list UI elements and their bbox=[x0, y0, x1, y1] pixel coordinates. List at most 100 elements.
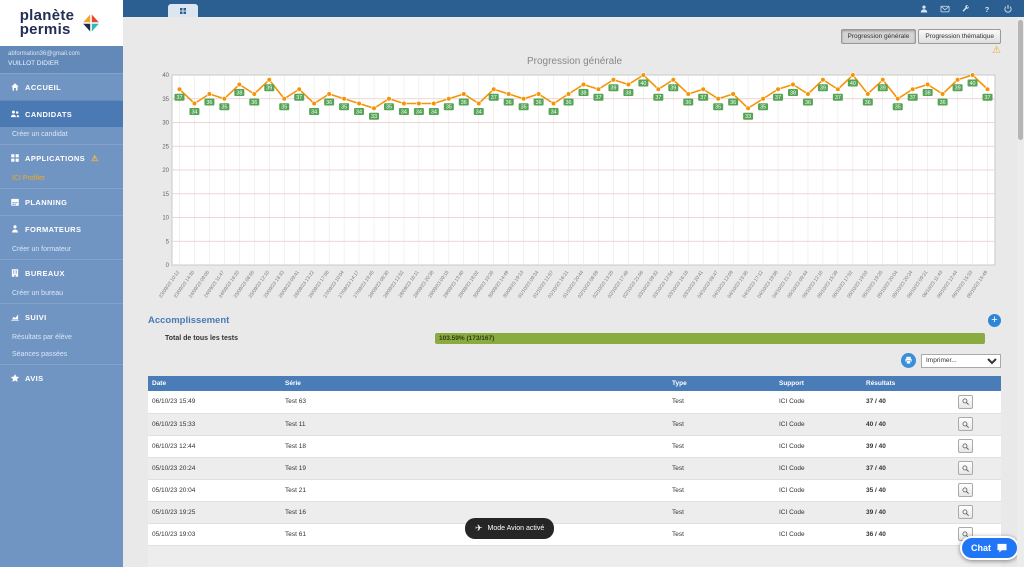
warning-row: ⚠ bbox=[148, 45, 1001, 56]
user-name: VUILLOT DIDIER bbox=[8, 60, 59, 67]
person-icon[interactable] bbox=[913, 0, 934, 17]
progression-thematique-button[interactable]: Progression thématique bbox=[918, 29, 1001, 44]
cell-date: 06/10/23 15:49 bbox=[148, 391, 281, 414]
sidebar-item-accueil[interactable]: ACCUEIL bbox=[0, 73, 123, 100]
help-icon[interactable]: ? bbox=[976, 0, 997, 17]
magnifier-icon bbox=[961, 508, 970, 517]
svg-text:37: 37 bbox=[595, 95, 601, 101]
page-scrollbar[interactable] bbox=[1017, 17, 1024, 567]
progress-fill: 103.59% (173/167) bbox=[435, 333, 985, 344]
cell-result: 35 / 40 bbox=[862, 479, 954, 502]
svg-text:37: 37 bbox=[985, 95, 991, 101]
svg-text:36: 36 bbox=[865, 100, 871, 106]
sidebar-item-suivi[interactable]: SUIVI bbox=[0, 303, 123, 330]
sidebar-subitem-ici-profiler[interactable]: ICI Profiler bbox=[12, 175, 46, 182]
cell-result: 40 / 40 bbox=[862, 413, 954, 436]
svg-text:35: 35 bbox=[715, 105, 721, 111]
magnifier-icon bbox=[961, 486, 970, 495]
chat-widget[interactable]: Chat bbox=[960, 536, 1019, 560]
sidebar-item-bureaux[interactable]: BUREAUX bbox=[0, 259, 123, 286]
cell-result: 37 / 40 bbox=[862, 391, 954, 414]
row-detail-button[interactable] bbox=[958, 461, 973, 475]
svg-text:36: 36 bbox=[730, 100, 736, 106]
svg-text:36: 36 bbox=[805, 100, 811, 106]
svg-text:40: 40 bbox=[640, 81, 646, 87]
svg-text:34: 34 bbox=[551, 109, 557, 115]
view-toggle: Progression générale Progression thémati… bbox=[148, 29, 1001, 44]
sidebar-subitem-creer-un-bureau[interactable]: Créer un bureau bbox=[12, 290, 63, 297]
row-detail-button[interactable] bbox=[958, 483, 973, 497]
sidebar-subitem-resultats-par-eleve[interactable]: Résultats par élève bbox=[12, 334, 72, 341]
cell-action bbox=[954, 391, 1001, 414]
power-icon[interactable] bbox=[997, 0, 1018, 17]
svg-text:5: 5 bbox=[166, 239, 170, 245]
results-table: Date Série Type Support Résultats 06/10/23 1… bbox=[148, 376, 1001, 567]
cell-support: ICI Code bbox=[775, 457, 862, 480]
sidebar-subitem-creer-un-formateur[interactable]: Créer un formateur bbox=[12, 246, 72, 253]
sidebar-item-applications[interactable]: APPLICATIONS ⚠ bbox=[0, 144, 123, 171]
svg-text:20: 20 bbox=[162, 168, 169, 174]
mail-icon[interactable] bbox=[934, 0, 955, 17]
brand-logo[interactable]: planète permis bbox=[0, 0, 123, 46]
row-detail-button[interactable] bbox=[958, 505, 973, 519]
svg-text:34: 34 bbox=[416, 109, 422, 115]
cell-date: 05/10/23 20:24 bbox=[148, 457, 281, 480]
progress-row: Total de tous les tests 103.59% (173/167… bbox=[148, 333, 1001, 344]
sidebar-item-planning[interactable]: PLANNING bbox=[0, 188, 123, 215]
sidebar-subitem-seances-passees[interactable]: Séances passées bbox=[12, 351, 68, 358]
svg-text:36: 36 bbox=[536, 100, 542, 106]
column-header: Support bbox=[775, 376, 862, 391]
cell-type: Test bbox=[668, 457, 775, 480]
user-info[interactable]: abformation36@gmail.com VUILLOT DIDIER bbox=[0, 46, 123, 73]
row-detail-button[interactable] bbox=[958, 394, 973, 409]
svg-text:35: 35 bbox=[281, 105, 287, 111]
svg-text:38: 38 bbox=[236, 90, 242, 96]
svg-text:36: 36 bbox=[326, 100, 332, 106]
svg-text:35: 35 bbox=[162, 97, 169, 103]
sidebar-nav: ACCUEIL CANDIDATS Créer un candidat APPLICA… bbox=[0, 73, 123, 567]
cell-action bbox=[954, 413, 1001, 436]
brand-name: planète permis bbox=[19, 7, 75, 38]
scrollbar-thumb[interactable] bbox=[1018, 20, 1023, 140]
table-row: 06/10/23 15:49 Test 63 Test ICI Code 37 / 40 bbox=[148, 391, 1001, 414]
cell-date: 05/10/23 20:04 bbox=[148, 479, 281, 502]
cell-date: 06/10/23 12:44 bbox=[148, 435, 281, 458]
print-button[interactable] bbox=[901, 353, 916, 368]
cell-result: 36 / 40 bbox=[862, 523, 954, 546]
cell-date: 05/10/23 19:25 bbox=[148, 501, 281, 524]
results-tbody: 06/10/23 15:49 Test 63 Test ICI Code 37 / 40… bbox=[148, 391, 1001, 567]
column-header: Date bbox=[148, 376, 281, 391]
table-row-partial bbox=[148, 545, 1001, 567]
table-row: 05/10/23 19:25 Test 16 Test ICI Code 39 / 40 bbox=[148, 501, 1001, 524]
add-button[interactable]: + bbox=[988, 314, 1001, 327]
row-detail-button[interactable] bbox=[958, 439, 973, 453]
svg-text:37: 37 bbox=[910, 95, 916, 101]
svg-text:34: 34 bbox=[311, 109, 317, 115]
cell-action bbox=[954, 479, 1001, 502]
sidebar-subitem-creer-un-candidat[interactable]: Créer un candidat bbox=[12, 131, 68, 138]
cell-type: Test bbox=[668, 413, 775, 436]
star-icon bbox=[10, 373, 20, 383]
print-select[interactable]: Imprimer... bbox=[921, 353, 1001, 368]
cell-serie: Test 63 bbox=[281, 391, 668, 414]
cell-serie: Test 21 bbox=[281, 479, 668, 502]
magnifier-icon bbox=[961, 397, 970, 406]
sidebar-item-formateurs[interactable]: FORMATEURS bbox=[0, 215, 123, 242]
cell-type: Test bbox=[668, 501, 775, 524]
svg-text:37: 37 bbox=[700, 95, 706, 101]
svg-text:39: 39 bbox=[266, 86, 272, 92]
progression-chart: 0 5 10 15 20 25 30 35 40 37 34 36 35 38 36 39 35 37 34 36 35… bbox=[158, 72, 996, 299]
airplane-icon: ✈ bbox=[475, 523, 483, 533]
cell-type: Test bbox=[668, 435, 775, 458]
column-header: Type bbox=[668, 376, 775, 391]
topbar: ? bbox=[123, 0, 1024, 17]
sidebar-item-avis[interactable]: AVIS bbox=[0, 364, 123, 391]
svg-text:35: 35 bbox=[446, 105, 452, 111]
svg-text:39: 39 bbox=[880, 86, 886, 92]
progression-generale-button[interactable]: Progression générale bbox=[840, 29, 917, 44]
content: Progression générale Progression thémati… bbox=[123, 17, 1024, 567]
sidebar-item-candidats[interactable]: CANDIDATS bbox=[0, 100, 123, 127]
topbar-tab[interactable] bbox=[168, 4, 198, 17]
row-detail-button[interactable] bbox=[958, 417, 973, 431]
wrench-icon[interactable] bbox=[955, 0, 976, 17]
